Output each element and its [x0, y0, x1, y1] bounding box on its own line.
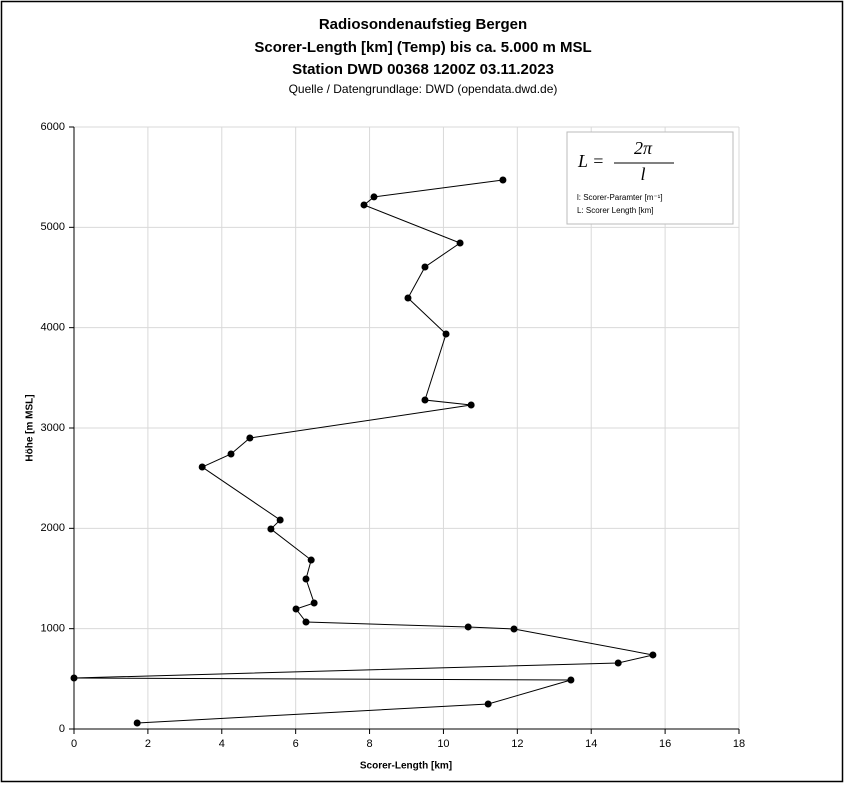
- data-point: [302, 575, 310, 583]
- x-tick-label: 0: [71, 738, 77, 750]
- chart-title: Radiosondenaufstieg Bergen: [319, 16, 527, 33]
- y-tick-label: 6000: [41, 121, 65, 133]
- annotation-note: L: Scorer Length [km]: [577, 206, 653, 215]
- data-point: [267, 525, 275, 533]
- data-point: [307, 556, 315, 564]
- formula-box: L = 2π l l: Scorer-Paramter [m⁻¹] L: Sco…: [566, 131, 734, 225]
- y-tick-label: 0: [59, 723, 65, 735]
- x-tick-label: 16: [659, 738, 671, 750]
- y-tick-label: 5000: [41, 221, 65, 233]
- data-point: [227, 450, 235, 458]
- data-point: [567, 676, 575, 684]
- data-point: [246, 434, 254, 442]
- formula-denominator: l: [640, 164, 645, 184]
- data-point: [421, 396, 429, 404]
- x-tick-label: 12: [511, 738, 523, 750]
- data-point: [510, 625, 518, 633]
- source: Quelle / Datengrundlage: DWD (opendata.d…: [289, 82, 558, 96]
- data-point: [370, 193, 378, 201]
- data-point: [292, 605, 300, 613]
- chart-subtitle: Station DWD 00368 1200Z 03.11.2023: [292, 61, 554, 78]
- data-point: [70, 674, 78, 682]
- y-tick-label: 2000: [41, 522, 65, 534]
- data-point: [198, 463, 206, 471]
- formula-numerator: 2π: [634, 138, 653, 158]
- data-point: [467, 401, 475, 409]
- chart-subtitle: Scorer-Length [km] (Temp) bis ca. 5.000 …: [254, 39, 591, 56]
- y-tick-label: 3000: [41, 422, 65, 434]
- data-point: [421, 263, 429, 271]
- y-axis-label: Höhe [m MSL]: [25, 394, 36, 461]
- data-point: [499, 176, 507, 184]
- x-axis-label: Scorer-Length [km]: [360, 761, 452, 772]
- y-tick-label: 1000: [41, 623, 65, 635]
- x-tick-label: 18: [733, 738, 745, 750]
- x-tick-label: 14: [585, 738, 597, 750]
- data-point: [404, 294, 412, 302]
- annotation-box: [566, 131, 734, 225]
- plot-area: 0 1000 2000 3000 4000 5000 6000 0 2 4 6 8 10 12 14 16 18: [41, 121, 746, 750]
- x-tick-label: 2: [145, 738, 151, 750]
- data-point: [484, 700, 492, 708]
- x-tick-label: 8: [366, 738, 372, 750]
- data-point: [276, 516, 284, 524]
- data-point: [302, 618, 310, 626]
- data-point: [464, 623, 472, 631]
- data-point: [649, 651, 657, 659]
- data-point: [360, 201, 368, 209]
- y-tick-label: 4000: [41, 322, 65, 334]
- annotation-note: l: Scorer-Paramter [m⁻¹]: [577, 193, 663, 202]
- data-point: [442, 330, 450, 338]
- data-point: [456, 239, 464, 247]
- x-tick-label: 6: [293, 738, 299, 750]
- data-point: [614, 659, 622, 667]
- data-point: [310, 599, 318, 607]
- x-tick-label: 10: [437, 738, 449, 750]
- data-point: [133, 719, 141, 727]
- formula-lhs: L =: [577, 151, 604, 171]
- x-tick-label: 4: [219, 738, 225, 750]
